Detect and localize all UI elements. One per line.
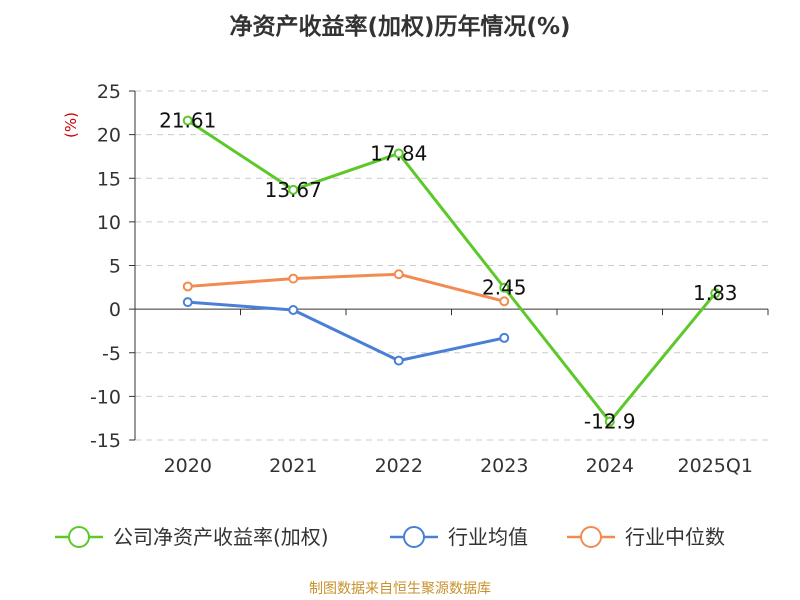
data-point	[182, 281, 193, 292]
data-point	[393, 148, 404, 159]
series-1	[182, 297, 510, 366]
data-label: 13.67	[265, 178, 322, 202]
data-point	[710, 288, 721, 299]
data-point	[182, 297, 193, 308]
data-point	[393, 355, 404, 366]
data-point	[182, 115, 193, 126]
source-note: 制图数据来自恒生聚源数据库	[309, 581, 491, 597]
legend-item: 公司净资产收益率(加权)	[55, 525, 329, 549]
data-point	[288, 304, 299, 315]
y-axis-unit-label: (%)	[62, 112, 80, 138]
x-tick-label: 2020	[164, 455, 212, 477]
series-line	[186, 272, 506, 303]
series-line	[186, 300, 506, 363]
data-point	[288, 273, 299, 284]
y-tick-label: 25	[97, 81, 121, 103]
y-tick-label: 20	[97, 125, 121, 147]
data-label: 1.83	[693, 281, 738, 305]
data-point	[499, 296, 510, 307]
legend-label: 行业均值	[448, 525, 528, 549]
y-tick-label: 0	[109, 299, 121, 321]
data-label: -12.9	[584, 410, 636, 434]
legend-marker	[68, 526, 90, 548]
chart-title: 净资产收益率(加权)历年情况(%)	[229, 13, 570, 40]
data-point	[604, 416, 615, 427]
legend-label: 公司净资产收益率(加权)	[113, 525, 329, 549]
x-tick-label: 2021	[269, 455, 317, 477]
data-label: 2.45	[482, 276, 527, 300]
grid-lines	[135, 90, 768, 441]
legend: 公司净资产收益率(加权) 行业均值 行业中位数	[55, 525, 725, 549]
legend-marker	[403, 526, 425, 548]
axes: 25 20 15 10 5 0 -5 -10 -15 2020 2021 2022 2023 2024 20…	[90, 81, 769, 477]
x-tick-label: 2022	[375, 455, 423, 477]
y-tick-label: -10	[90, 386, 121, 408]
series-2	[182, 269, 510, 307]
x-tick-label: 2024	[586, 455, 634, 477]
data-labels: 21.61 13.67 17.84 2.45 -12.9 1.83	[159, 109, 737, 434]
y-tick-label: 15	[97, 168, 121, 190]
y-tick-label: -5	[102, 343, 121, 365]
series-line	[186, 119, 717, 424]
series-lines	[182, 115, 721, 427]
data-point	[393, 269, 404, 280]
legend-marker	[580, 526, 602, 548]
data-point	[288, 184, 299, 195]
y-tick-label: -15	[90, 430, 121, 452]
series-0	[182, 115, 721, 427]
x-tick-label: 2023	[480, 455, 528, 477]
data-point	[499, 282, 510, 293]
y-tick-label: 5	[109, 256, 121, 278]
legend-item: 行业均值	[390, 525, 528, 549]
data-label: 21.61	[159, 109, 216, 133]
data-point	[499, 332, 510, 343]
legend-label: 行业中位数	[625, 525, 725, 549]
y-tick-label: 10	[97, 212, 121, 234]
legend-item: 行业中位数	[567, 525, 725, 549]
x-tick-label: 2025Q1	[678, 455, 753, 477]
data-label: 17.84	[370, 141, 427, 165]
